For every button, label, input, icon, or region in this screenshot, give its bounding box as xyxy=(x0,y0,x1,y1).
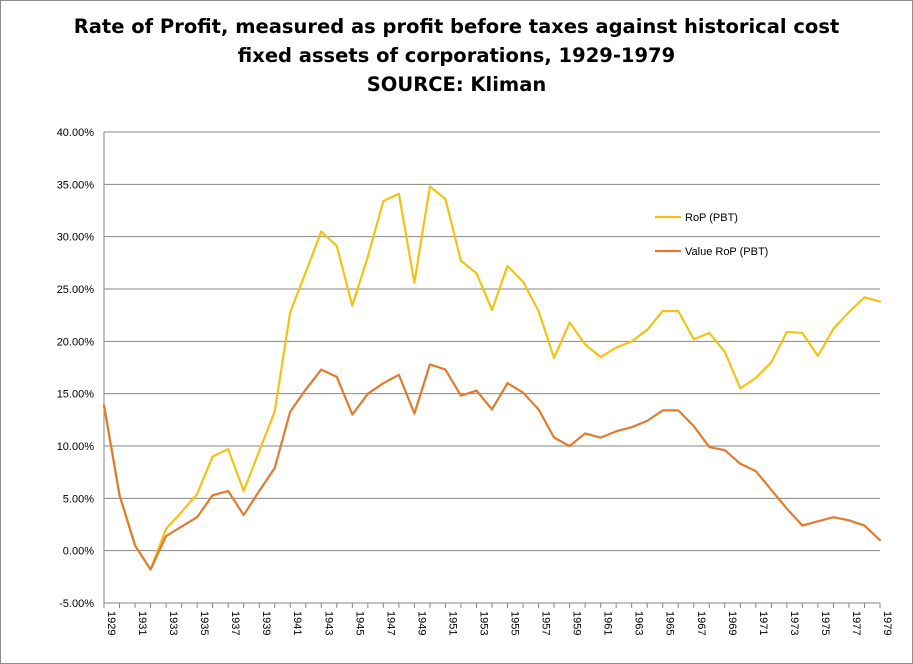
axes xyxy=(103,132,881,608)
series-lines xyxy=(102,185,882,571)
x-tick-label: 1971 xyxy=(757,611,769,635)
x-tick-label: 1951 xyxy=(446,611,458,635)
x-tick-label: 1957 xyxy=(540,611,552,635)
x-tick-label: 1953 xyxy=(477,611,489,635)
x-tick-label: 1939 xyxy=(260,611,272,635)
x-tick-label: 1955 xyxy=(509,611,521,635)
legend: RoP (PBT) Value RoP (PBT) xyxy=(655,212,768,258)
y-tick-label: 20.00% xyxy=(57,336,95,348)
x-tick-label: 1949 xyxy=(415,611,427,635)
legend-label-2: Value RoP (PBT) xyxy=(685,246,768,258)
series-line-2 xyxy=(102,363,882,571)
x-tick-label: 1959 xyxy=(571,611,583,635)
gridlines xyxy=(104,131,880,604)
x-tick-label: 1929 xyxy=(105,611,117,635)
y-tick-label: 5.00% xyxy=(63,493,94,505)
chart-title-line-3: SOURCE: Kliman xyxy=(366,73,547,96)
y-tick-label: 30.00% xyxy=(57,232,95,244)
x-tick-label: 1931 xyxy=(136,611,148,635)
y-tick-label: 40.00% xyxy=(57,127,95,139)
legend-label-1: RoP (PBT) xyxy=(685,212,738,224)
chart-title-line-2: fixed assets of corporations, 1929-1979 xyxy=(237,44,676,67)
x-tick-label: 1973 xyxy=(788,611,800,635)
x-tick-label: 1941 xyxy=(291,611,303,635)
x-tick-label: 1961 xyxy=(602,611,614,635)
x-tick-label: 1969 xyxy=(726,611,738,635)
y-tick-label: 15.00% xyxy=(57,389,95,401)
x-tick-label: 1967 xyxy=(695,611,707,635)
x-tick-label: 1979 xyxy=(881,611,893,635)
series-line-1 xyxy=(102,185,882,571)
x-tick-label: 1977 xyxy=(850,611,862,635)
y-tick-label: 10.00% xyxy=(57,441,95,453)
x-tick-label: 1933 xyxy=(167,611,179,635)
x-tick-label: 1963 xyxy=(633,611,645,635)
chart-title: Rate of Profit, measured as profit befor… xyxy=(0,12,913,99)
y-axis-tick-labels: -5.00% 0.00% 5.00% 10.00% 15.00% 20.00% 25.00%… xyxy=(57,127,95,610)
x-tick-label: 1965 xyxy=(664,611,676,635)
x-axis-tick-labels: 1929 1931 1933 1935 1937 1939 1941 1943 1945 1947… xyxy=(105,611,893,635)
x-tick-label: 1947 xyxy=(384,611,396,635)
x-tick-label: 1935 xyxy=(198,611,210,635)
y-tick-label: 25.00% xyxy=(57,284,95,296)
y-tick-label: 35.00% xyxy=(57,179,95,191)
y-tick-label: 0.00% xyxy=(63,546,94,558)
x-tick-label: 1945 xyxy=(353,611,365,635)
x-tick-label: 1937 xyxy=(229,611,241,635)
x-tick-label: 1943 xyxy=(322,611,334,635)
x-tick-label: 1975 xyxy=(819,611,831,635)
y-tick-label: -5.00% xyxy=(59,598,94,610)
chart-title-line-1: Rate of Profit, measured as profit befor… xyxy=(73,15,840,38)
